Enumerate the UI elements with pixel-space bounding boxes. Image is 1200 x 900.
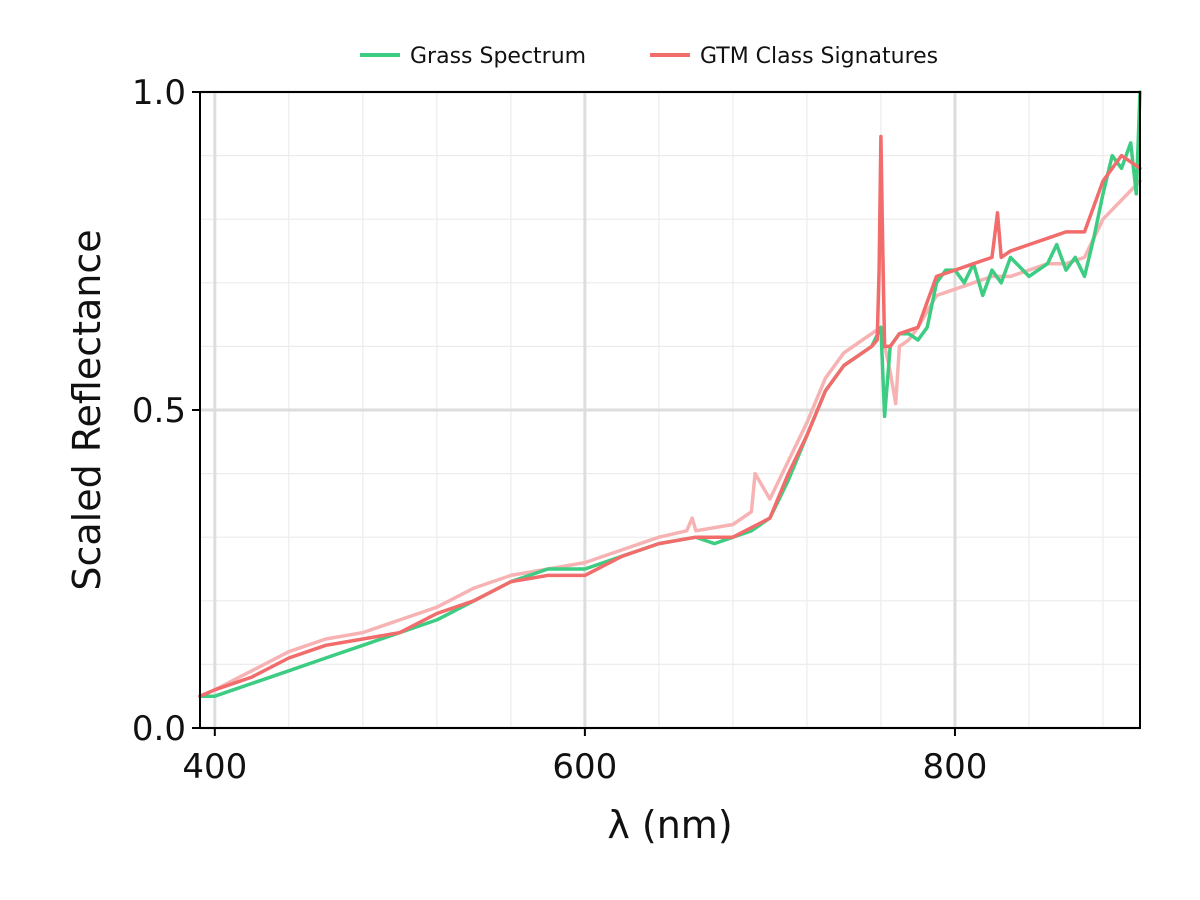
y-axis-title: Scaled Reflectance — [65, 229, 109, 590]
series-line-secondary-signature — [198, 179, 1142, 698]
series-line-gtm-class-signatures — [198, 134, 1142, 698]
y-tick-label: 0.0 — [132, 709, 186, 749]
x-axis-title: λ (nm) — [607, 803, 732, 847]
legend-label-gtm-class-signatures: GTM Class Signatures — [700, 44, 938, 69]
x-tick-label: 800 — [923, 747, 988, 787]
minor-grid — [200, 92, 1140, 728]
legend: Grass Spectrum GTM Class Signatures — [360, 44, 938, 69]
series-line-grass-spectrum — [198, 90, 1142, 698]
y-tick-label: 1.0 — [132, 73, 186, 113]
x-tick-label: 600 — [552, 747, 617, 787]
y-tick-label: 0.5 — [132, 391, 186, 431]
series-layer — [198, 90, 1142, 698]
legend-label-grass-spectrum: Grass Spectrum — [410, 44, 586, 69]
axis-ticks: 400 600 800 0.0 0.5 1.0 — [132, 73, 987, 787]
x-tick-label: 400 — [182, 747, 247, 787]
major-grid — [200, 90, 1140, 730]
